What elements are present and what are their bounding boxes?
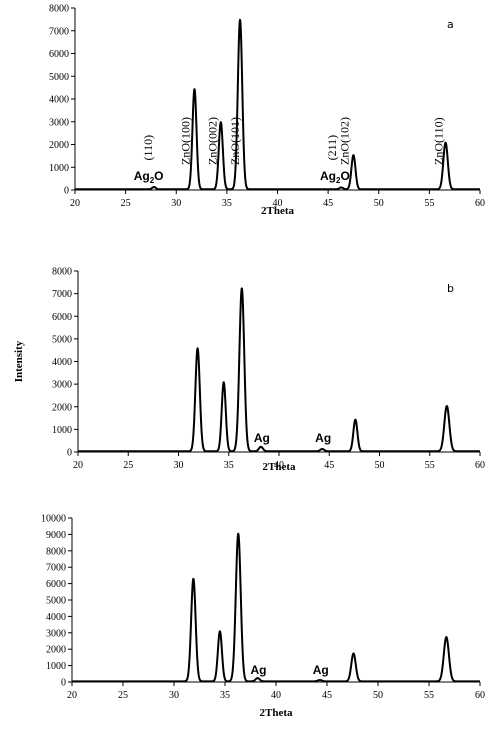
peak-annotation: Ag (315, 431, 331, 445)
x-tick-label: 30 (171, 198, 181, 209)
peak-annotation: Ag2O (320, 169, 350, 185)
x-tick-label: 30 (169, 690, 179, 701)
x-tick-label: 55 (424, 198, 434, 209)
x-tick-label: 45 (323, 198, 333, 209)
x-tick-label: 40 (273, 198, 283, 209)
x-tick-label: 45 (324, 460, 334, 471)
x-tick-label: 55 (425, 460, 435, 471)
y-axis-title: Intensity (13, 340, 25, 382)
x-tick-label: 50 (375, 460, 385, 471)
y-tick-label: 4000 (46, 612, 66, 623)
y-tick-label: 5000 (49, 72, 69, 83)
y-tick-label: 4000 (49, 95, 69, 106)
y-tick-label: 2000 (49, 140, 69, 151)
y-tick-label: 1000 (52, 425, 72, 436)
y-tick-label: 6000 (46, 579, 66, 590)
y-tick-label: 5000 (46, 596, 66, 607)
y-tick-label: 0 (67, 448, 72, 459)
y-tick-label: 0 (61, 678, 66, 689)
peak-annotation: ZnO(002) (206, 117, 220, 165)
x-tick-label: 50 (374, 198, 384, 209)
x-tick-label: 55 (424, 690, 434, 701)
panel-label: a (447, 18, 454, 31)
x-tick-label: 40 (271, 690, 281, 701)
peak-annotation: ZnO(110) (432, 117, 446, 165)
x-axis-title: 2Theta (263, 461, 297, 473)
y-tick-label: 8000 (46, 546, 66, 557)
xrd-pattern-line (74, 18, 481, 191)
xrd-pattern-line (77, 287, 481, 453)
y-tick-label: 7000 (46, 563, 66, 574)
y-tick-label: 7000 (49, 26, 69, 37)
peak-annotation: (110) (141, 135, 155, 161)
x-tick-label: 35 (222, 198, 232, 209)
peak-annotation: ZnO(101) (228, 117, 242, 165)
y-tick-label: 9000 (46, 530, 66, 541)
y-tick-label: 0 (64, 186, 69, 197)
x-tick-label: 60 (475, 690, 485, 701)
x-tick-label: 25 (118, 690, 128, 701)
y-tick-label: 10000 (41, 514, 66, 525)
y-tick-label: 7000 (52, 289, 72, 300)
y-tick-label: 3000 (49, 117, 69, 128)
xrd-panel-1: 0 1000 2000 3000 4000 5000 6000 7000 8000 20 25 30 3… (49, 4, 485, 218)
xrd-pattern-line (71, 532, 481, 683)
y-tick-label: 3000 (46, 628, 66, 639)
x-tick-label: 35 (224, 460, 234, 471)
y-tick-label: 8000 (52, 267, 72, 278)
y-tick-label: 6000 (49, 49, 69, 60)
x-tick-label: 20 (73, 460, 83, 471)
y-tick-label: 2000 (46, 645, 66, 656)
y-tick-label: 6000 (52, 312, 72, 323)
y-tick-label: 5000 (52, 334, 72, 345)
y-tick-label: 2000 (52, 402, 72, 413)
x-tick-label: 60 (475, 198, 485, 209)
peak-annotation: Ag2O (134, 169, 164, 185)
panel-label: b (447, 282, 454, 295)
peak-annotation: ZnO(102) (337, 117, 351, 165)
y-tick-label: 3000 (52, 380, 72, 391)
x-tick-label: 30 (174, 460, 184, 471)
peak-annotation: Ag (313, 663, 329, 677)
xrd-panel-3: 0 1000 2000 3000 4000 5000 6000 7000 8000 9000 100… (41, 514, 485, 720)
peak-annotation: (211) (325, 135, 339, 161)
x-tick-label: 45 (322, 690, 332, 701)
x-tick-label: 60 (475, 460, 485, 471)
x-tick-label: 40 (274, 460, 284, 471)
x-tick-label: 25 (123, 460, 133, 471)
x-tick-label: 20 (70, 198, 80, 209)
x-axis-title: 2Theta (261, 205, 295, 217)
x-tick-label: 50 (373, 690, 383, 701)
y-tick-label: 1000 (46, 661, 66, 672)
y-tick-label: 1000 (49, 163, 69, 174)
x-tick-label: 20 (67, 690, 77, 701)
xrd-panel-2: 0 1000 2000 3000 4000 5000 6000 7000 8000 20 25 30 3… (13, 267, 485, 474)
x-tick-label: 25 (121, 198, 131, 209)
y-tick-label: 8000 (49, 4, 69, 15)
y-tick-label: 4000 (52, 357, 72, 368)
peak-annotation: Ag (251, 663, 267, 677)
peak-annotation: ZnO(100) (178, 117, 192, 165)
x-axis-title: 2Theta (260, 707, 294, 719)
x-tick-label: 35 (220, 690, 230, 701)
peak-annotation: Ag (254, 431, 270, 445)
